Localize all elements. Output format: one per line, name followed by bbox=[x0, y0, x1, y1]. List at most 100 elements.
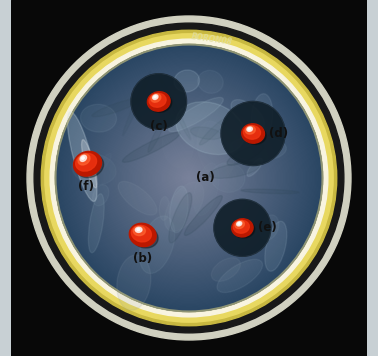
Circle shape bbox=[69, 58, 309, 298]
Circle shape bbox=[136, 125, 242, 231]
Text: (b): (b) bbox=[133, 252, 152, 265]
Ellipse shape bbox=[217, 259, 263, 293]
Ellipse shape bbox=[191, 127, 222, 140]
Ellipse shape bbox=[211, 258, 240, 281]
Circle shape bbox=[151, 140, 227, 216]
Circle shape bbox=[124, 114, 254, 242]
Circle shape bbox=[122, 111, 256, 245]
Circle shape bbox=[41, 30, 337, 326]
Ellipse shape bbox=[197, 121, 234, 179]
Circle shape bbox=[169, 158, 209, 198]
Circle shape bbox=[64, 53, 314, 303]
Ellipse shape bbox=[209, 162, 259, 178]
Ellipse shape bbox=[170, 186, 188, 233]
Ellipse shape bbox=[169, 193, 192, 243]
Circle shape bbox=[184, 174, 194, 182]
Circle shape bbox=[27, 16, 351, 340]
Circle shape bbox=[34, 23, 344, 333]
Circle shape bbox=[131, 120, 247, 236]
Circle shape bbox=[174, 162, 204, 194]
Ellipse shape bbox=[229, 136, 287, 161]
Circle shape bbox=[87, 75, 291, 281]
Ellipse shape bbox=[147, 92, 170, 111]
Circle shape bbox=[62, 51, 316, 305]
Ellipse shape bbox=[164, 182, 204, 231]
Circle shape bbox=[116, 105, 262, 251]
Circle shape bbox=[214, 199, 271, 256]
Ellipse shape bbox=[247, 158, 263, 177]
Circle shape bbox=[111, 100, 267, 256]
Circle shape bbox=[158, 147, 220, 209]
Ellipse shape bbox=[132, 226, 158, 248]
Ellipse shape bbox=[232, 219, 253, 237]
Circle shape bbox=[80, 69, 298, 287]
Ellipse shape bbox=[78, 154, 90, 165]
Ellipse shape bbox=[76, 154, 104, 178]
Ellipse shape bbox=[265, 221, 287, 271]
Circle shape bbox=[182, 171, 196, 185]
Ellipse shape bbox=[117, 255, 151, 310]
Circle shape bbox=[98, 87, 280, 269]
Ellipse shape bbox=[82, 140, 97, 188]
Circle shape bbox=[82, 71, 296, 285]
Ellipse shape bbox=[67, 112, 97, 201]
Ellipse shape bbox=[74, 151, 102, 176]
Circle shape bbox=[91, 80, 287, 276]
Circle shape bbox=[78, 67, 300, 289]
Circle shape bbox=[162, 151, 216, 205]
Circle shape bbox=[144, 134, 234, 222]
Ellipse shape bbox=[233, 221, 255, 238]
Ellipse shape bbox=[118, 182, 157, 215]
Ellipse shape bbox=[151, 94, 161, 102]
Ellipse shape bbox=[227, 145, 264, 166]
Circle shape bbox=[149, 138, 229, 218]
Circle shape bbox=[127, 116, 251, 240]
Ellipse shape bbox=[153, 95, 158, 99]
Circle shape bbox=[60, 49, 318, 307]
Circle shape bbox=[58, 47, 320, 309]
Ellipse shape bbox=[211, 163, 245, 192]
Circle shape bbox=[140, 129, 238, 227]
Ellipse shape bbox=[184, 195, 222, 235]
Circle shape bbox=[187, 176, 191, 180]
Ellipse shape bbox=[81, 104, 116, 132]
Circle shape bbox=[138, 127, 240, 229]
Circle shape bbox=[93, 82, 285, 274]
Ellipse shape bbox=[139, 216, 175, 273]
Ellipse shape bbox=[82, 157, 84, 159]
Circle shape bbox=[50, 39, 328, 317]
Circle shape bbox=[67, 56, 311, 300]
Ellipse shape bbox=[133, 226, 146, 236]
Circle shape bbox=[73, 62, 305, 294]
Circle shape bbox=[96, 85, 282, 271]
Ellipse shape bbox=[242, 124, 265, 143]
Ellipse shape bbox=[129, 223, 156, 247]
Circle shape bbox=[89, 78, 289, 278]
Circle shape bbox=[142, 131, 236, 225]
Ellipse shape bbox=[149, 93, 166, 107]
Text: (c): (c) bbox=[150, 120, 167, 133]
Ellipse shape bbox=[251, 94, 273, 140]
Circle shape bbox=[45, 34, 333, 322]
Ellipse shape bbox=[148, 119, 165, 152]
Circle shape bbox=[102, 91, 276, 265]
Circle shape bbox=[160, 149, 218, 207]
Ellipse shape bbox=[92, 98, 141, 117]
Ellipse shape bbox=[238, 222, 240, 225]
Ellipse shape bbox=[154, 96, 156, 98]
Circle shape bbox=[113, 103, 265, 253]
Circle shape bbox=[176, 164, 202, 192]
Ellipse shape bbox=[149, 94, 172, 112]
Text: (a): (a) bbox=[196, 172, 214, 184]
Circle shape bbox=[118, 107, 260, 249]
Ellipse shape bbox=[122, 72, 151, 136]
Ellipse shape bbox=[241, 189, 299, 194]
Ellipse shape bbox=[93, 185, 109, 206]
Ellipse shape bbox=[231, 100, 265, 130]
Circle shape bbox=[171, 160, 207, 196]
Ellipse shape bbox=[76, 153, 96, 171]
Circle shape bbox=[133, 122, 245, 234]
Ellipse shape bbox=[137, 229, 140, 231]
Ellipse shape bbox=[235, 221, 245, 229]
Circle shape bbox=[76, 64, 302, 292]
